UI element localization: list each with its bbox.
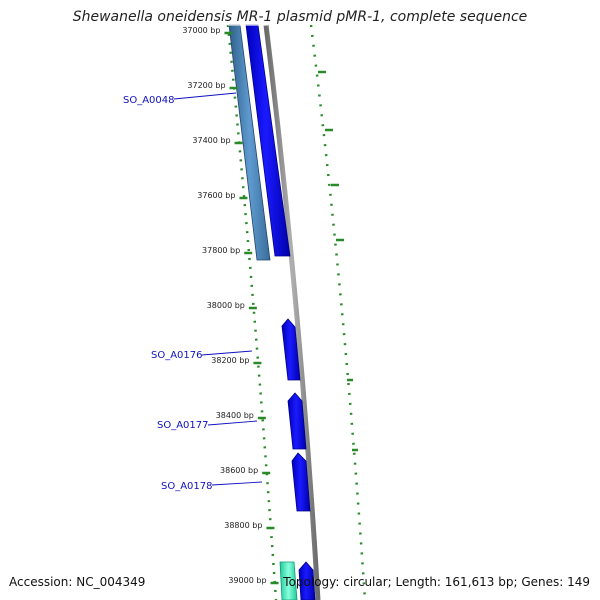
gene-label-so-a0048[interactable]: SO_A0048 <box>123 95 175 106</box>
bp-tick-label: 37400 bp <box>192 136 230 145</box>
gene-label-so-a0178[interactable]: SO_A0178 <box>161 481 213 492</box>
bp-tick-label: 37800 bp <box>202 246 240 255</box>
gene-label-so-a0176[interactable]: SO_A0176 <box>151 350 203 361</box>
gene-feature-so-a0176[interactable] <box>281 318 301 381</box>
gene-feature-so-a0178[interactable] <box>291 452 311 512</box>
bp-tick-label: 37600 bp <box>197 191 235 200</box>
accession-label: Accession: NC_004349 <box>9 575 146 589</box>
gc-skew-dashes <box>318 70 358 452</box>
bp-tick-label: 38200 bp <box>211 356 249 365</box>
gene-label-leaders <box>173 92 263 486</box>
title-backdrop <box>228 6 268 26</box>
bp-tick-label: 38600 bp <box>220 466 258 475</box>
map-title: Shewanella oneidensis MR-1 plasmid pMR-1… <box>72 9 528 25</box>
gene-feature-bottom-cyan[interactable] <box>279 561 298 600</box>
plasmid-backbone <box>263 24 321 600</box>
bp-tick-label: 38400 bp <box>216 411 254 420</box>
bp-tick-label: 37200 bp <box>187 81 225 90</box>
gene-label-so-a0177[interactable]: SO_A0177 <box>157 420 209 431</box>
bp-tick-label: 38800 bp <box>224 521 262 530</box>
gc-skew-outer-track <box>309 24 367 600</box>
bp-tick-label: 38000 bp <box>207 301 245 310</box>
gene-feature-bottom-blue[interactable] <box>298 561 316 600</box>
bp-tick-label: 39000 bp <box>228 576 266 585</box>
gene-feature-so-a0177[interactable] <box>287 392 307 450</box>
sequence-summary: Topology: circular; Length: 161,613 bp; … <box>283 575 590 589</box>
bp-axis-ticks: 37000 bp 37200 bp 37400 bp 37600 bp 37800 bp… <box>182 26 279 585</box>
bp-tick-label: 37000 bp <box>182 26 220 35</box>
